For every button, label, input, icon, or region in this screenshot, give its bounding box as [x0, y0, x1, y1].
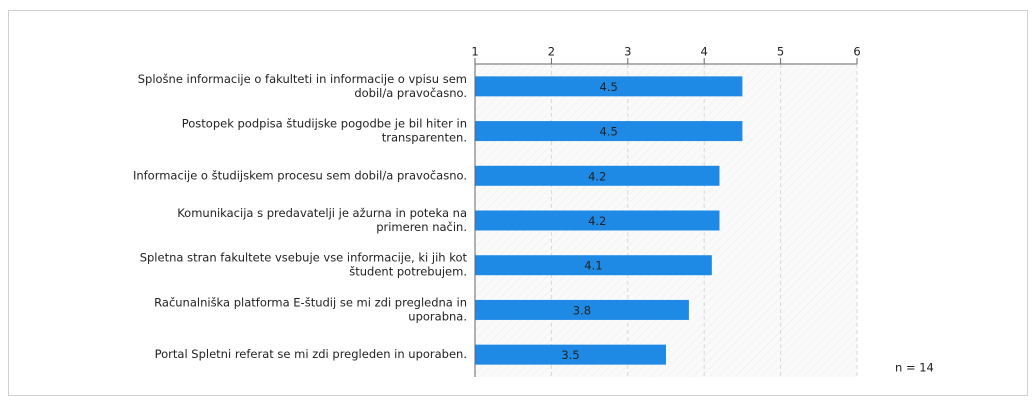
- value-label: 4.1: [584, 259, 602, 273]
- value-label: 3.5: [561, 348, 579, 362]
- category-label: študent potrebujem.: [349, 265, 467, 279]
- value-label: 4.2: [588, 169, 606, 183]
- category-label: uporabna.: [408, 309, 467, 323]
- category-label: Računalniška platforma E-študij se mi zd…: [154, 295, 467, 309]
- bar: [475, 344, 666, 365]
- category-label: dobil/a pravočasno.: [354, 86, 467, 100]
- category-label: Informacije o študijskem procesu sem dob…: [133, 168, 467, 182]
- category-label: Postopek podpisa študijske pogodbe je bi…: [182, 117, 467, 131]
- x-tick-label: 2: [548, 45, 555, 59]
- category-label: Komunikacija s predavatelji je ažurna in…: [177, 206, 467, 220]
- value-label: 4.2: [588, 214, 606, 228]
- bar: [475, 121, 743, 142]
- x-tick-label: 4: [701, 45, 708, 59]
- bar: [475, 165, 720, 186]
- bar: [475, 255, 712, 276]
- x-tick-label: 3: [624, 45, 631, 59]
- annotation: n = 14: [895, 361, 934, 375]
- value-label: 4.5: [600, 125, 618, 139]
- x-tick-label: 6: [853, 45, 860, 59]
- category-label: transparenten.: [382, 131, 467, 145]
- bar: [475, 299, 689, 320]
- category-label: primeren način.: [376, 220, 467, 234]
- x-tick-label: 1: [471, 45, 478, 59]
- x-tick-label: 5: [777, 45, 784, 59]
- bar: [475, 76, 743, 97]
- category-label: Splošne informacije o fakulteti in infor…: [138, 72, 467, 86]
- category-label: Portal Spletni referat se mi zdi pregled…: [155, 347, 467, 361]
- value-label: 4.5: [600, 80, 618, 94]
- value-label: 3.8: [573, 303, 591, 317]
- bar: [475, 210, 720, 231]
- category-label: Spletna stran fakultete vsebuje vse info…: [140, 251, 468, 265]
